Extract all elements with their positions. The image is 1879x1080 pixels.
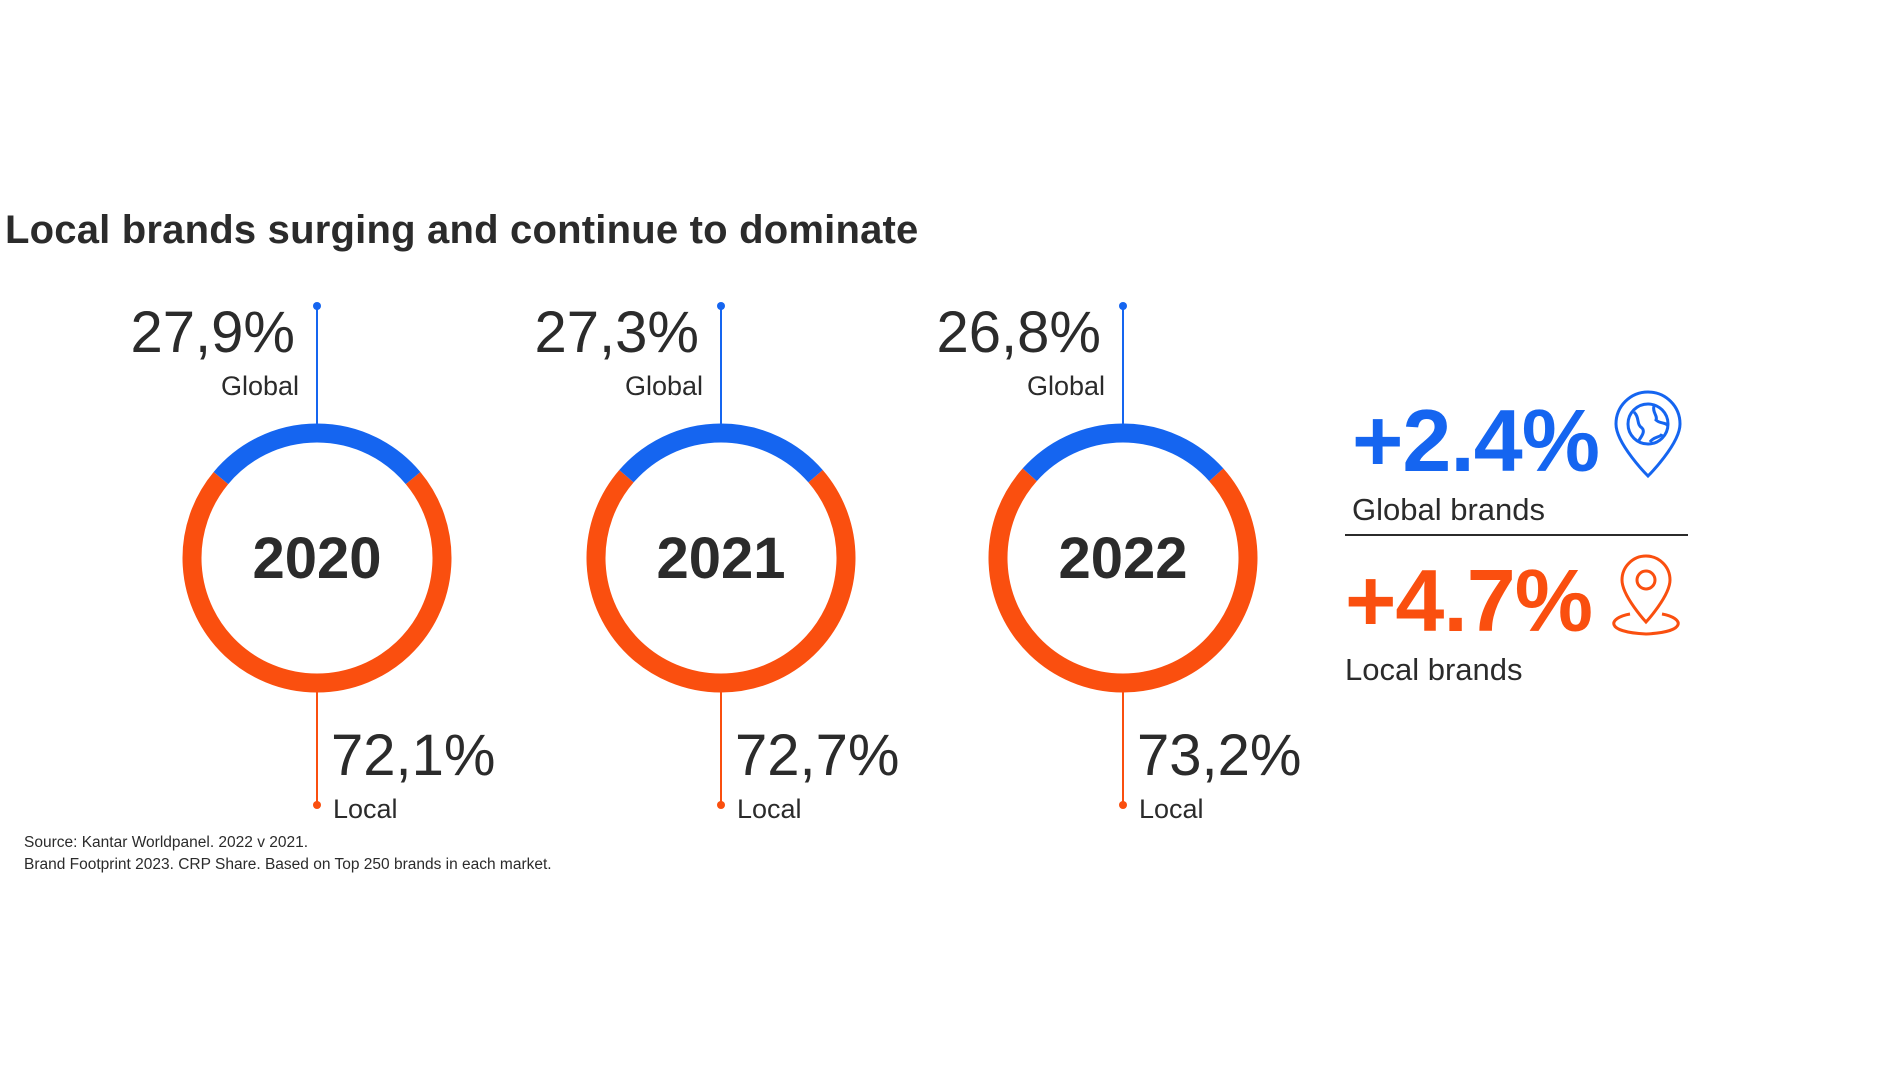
slice-global-2021 <box>619 423 823 483</box>
local-leader-dot <box>1119 801 1127 809</box>
local-value-label: 73,2% <box>1137 723 1301 788</box>
global-change-value: +2.4% <box>1352 391 1600 490</box>
global-leader-dot <box>1119 302 1127 310</box>
local-brands-label: Local brands <box>1345 652 1523 687</box>
local-value-label: 72,7% <box>735 723 899 788</box>
slice-global-2020 <box>213 423 421 485</box>
global-brands-label: Global brands <box>1352 492 1546 527</box>
source-line-2: Brand Footprint 2023. CRP Share. Based o… <box>24 856 552 873</box>
local-series-label: Local <box>737 794 802 824</box>
slice-local-2022 <box>988 468 1258 693</box>
slice-local-2021 <box>586 470 856 693</box>
globe-pin-icon <box>1610 388 1686 485</box>
global-leader-dot <box>313 302 321 310</box>
global-leader-dot <box>717 302 725 310</box>
year-label: 2021 <box>656 526 785 591</box>
local-change-value: +4.7% <box>1345 551 1593 650</box>
year-label: 2022 <box>1058 526 1187 591</box>
source-line-1: Source: Kantar Worldpanel. 2022 v 2021. <box>24 834 309 851</box>
global-value-label: 26,8% <box>937 300 1101 365</box>
slice-global-2022 <box>1022 423 1224 482</box>
local-series-label: Local <box>333 794 398 824</box>
local-leader-dot <box>313 801 321 809</box>
chart-title: Local brands surging and continue to dom… <box>5 208 919 252</box>
local-series-label: Local <box>1139 794 1204 824</box>
local-leader-dot <box>717 801 725 809</box>
global-value-label: 27,9% <box>131 300 295 365</box>
divider <box>1345 534 1688 536</box>
local-value-label: 72,1% <box>331 723 495 788</box>
slice-local-2020 <box>182 471 452 693</box>
global-series-label: Global <box>625 371 703 401</box>
location-pin-icon <box>1600 550 1692 647</box>
global-series-label: Global <box>221 371 299 401</box>
global-series-label: Global <box>1027 371 1105 401</box>
global-value-label: 27,3% <box>535 300 699 365</box>
year-label: 2020 <box>252 526 381 591</box>
source-note: Source: Kantar Worldpanel. 2022 v 2021. … <box>24 832 552 876</box>
